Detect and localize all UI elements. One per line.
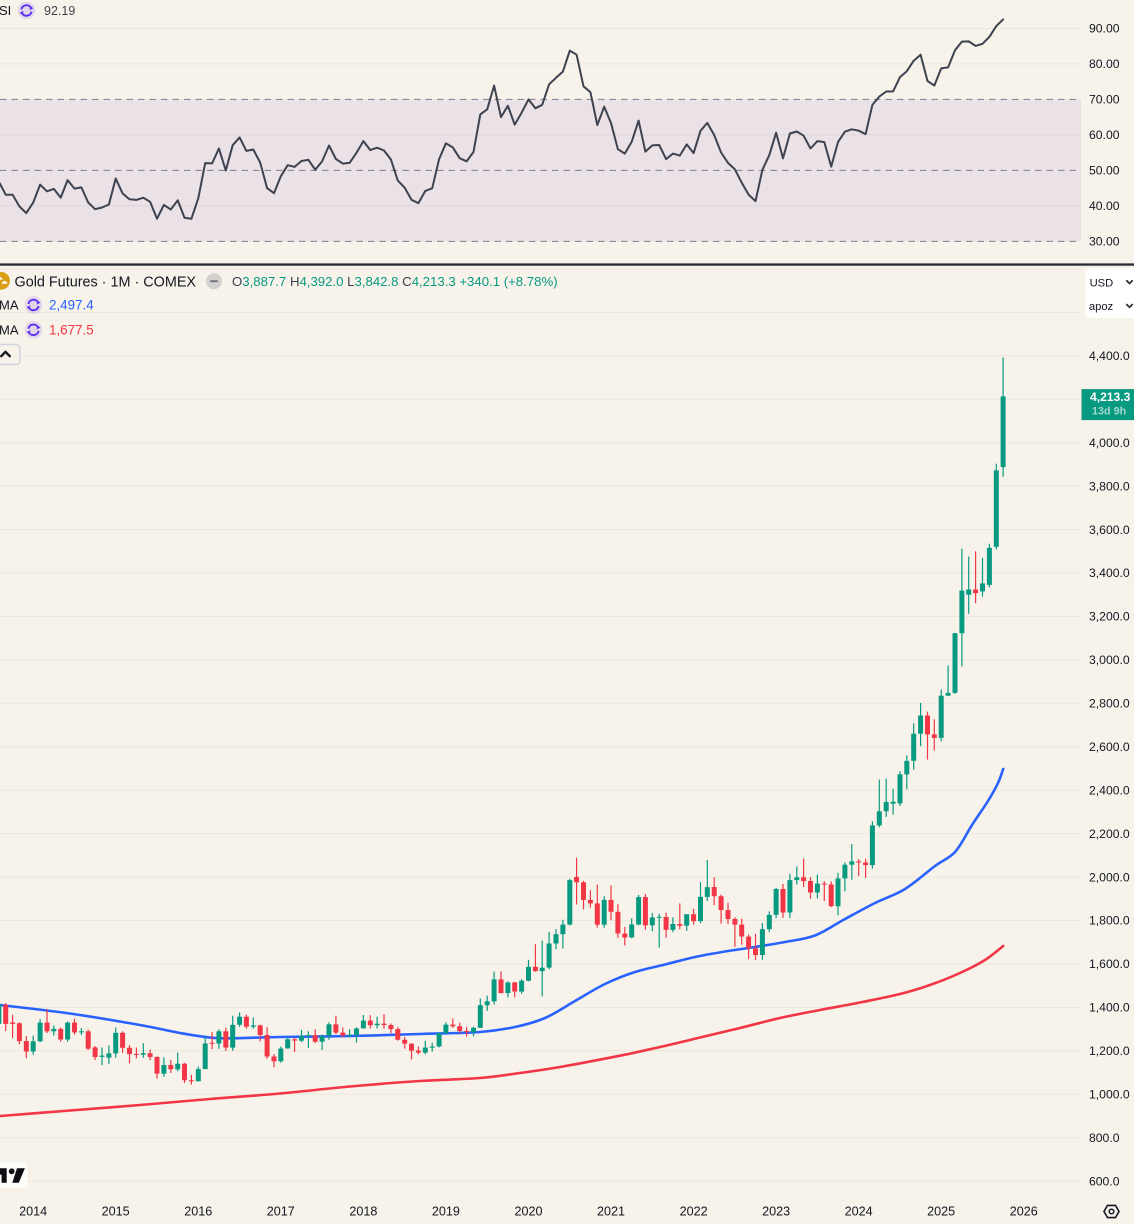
svg-text:2025: 2025 (927, 1204, 955, 1218)
svg-text:2026: 2026 (1010, 1204, 1038, 1218)
svg-text:2019: 2019 (432, 1204, 460, 1218)
svg-text:3,600.0: 3,600.0 (1089, 523, 1130, 537)
svg-text:600.0: 600.0 (1089, 1174, 1120, 1188)
svg-text:13d 9h: 13d 9h (1092, 406, 1126, 418)
svg-text:2018: 2018 (349, 1204, 377, 1218)
svg-text:4,000.0: 4,000.0 (1089, 436, 1130, 450)
svg-text:3,200.0: 3,200.0 (1089, 610, 1130, 624)
svg-text:2,800.0: 2,800.0 (1089, 697, 1130, 711)
svg-text:1,677.5: 1,677.5 (49, 323, 94, 338)
svg-text:1,400.0: 1,400.0 (1089, 1001, 1130, 1015)
svg-text:80.00: 80.00 (1089, 57, 1120, 71)
svg-text:2,400.0: 2,400.0 (1089, 783, 1130, 797)
svg-text:2,600.0: 2,600.0 (1089, 740, 1130, 754)
svg-text:4,400.0: 4,400.0 (1089, 349, 1130, 363)
svg-text:USD: USD (1090, 278, 1114, 290)
svg-text:30.00: 30.00 (1089, 235, 1120, 249)
svg-text:2015: 2015 (102, 1204, 130, 1218)
svg-text:60.00: 60.00 (1089, 128, 1120, 142)
svg-text:50.00: 50.00 (1089, 164, 1120, 178)
svg-text:70.00: 70.00 (1089, 93, 1120, 107)
svg-text:MA: MA (0, 298, 19, 313)
svg-text:800.0: 800.0 (1089, 1131, 1120, 1145)
svg-text:3,800.0: 3,800.0 (1089, 479, 1130, 493)
svg-text:3,400.0: 3,400.0 (1089, 566, 1130, 580)
svg-text:3,000.0: 3,000.0 (1089, 653, 1130, 667)
svg-text:2020: 2020 (514, 1204, 542, 1218)
svg-text:92.19: 92.19 (44, 4, 75, 18)
svg-text:MA: MA (0, 323, 19, 338)
svg-text:40.00: 40.00 (1089, 199, 1120, 213)
svg-text:2017: 2017 (267, 1204, 295, 1218)
svg-text:Gold Futures · 1M · COMEX: Gold Futures · 1M · COMEX (15, 275, 197, 291)
svg-text:apoz: apoz (1089, 301, 1114, 313)
svg-text:2021: 2021 (597, 1204, 625, 1218)
svg-text:2,000.0: 2,000.0 (1089, 870, 1130, 884)
svg-text:2023: 2023 (762, 1204, 790, 1218)
svg-text:90.00: 90.00 (1089, 22, 1120, 36)
svg-text:2014: 2014 (19, 1204, 47, 1218)
svg-text:1,600.0: 1,600.0 (1089, 957, 1130, 971)
svg-text:1,000.0: 1,000.0 (1089, 1088, 1130, 1102)
svg-text:2024: 2024 (845, 1204, 873, 1218)
svg-text:2,497.4: 2,497.4 (49, 298, 94, 313)
svg-text:2022: 2022 (680, 1204, 708, 1218)
svg-text:2016: 2016 (184, 1204, 212, 1218)
svg-text:SI: SI (0, 3, 11, 18)
svg-text:4,213.3: 4,213.3 (1090, 390, 1131, 404)
svg-text:1,800.0: 1,800.0 (1089, 914, 1130, 928)
svg-text:1,200.0: 1,200.0 (1089, 1044, 1130, 1058)
svg-text:2,200.0: 2,200.0 (1089, 827, 1130, 841)
svg-text:O3,887.7 H4,392.0 L3,842.8 C4,: O3,887.7 H4,392.0 L3,842.8 C4,213.3 +340… (232, 274, 558, 289)
